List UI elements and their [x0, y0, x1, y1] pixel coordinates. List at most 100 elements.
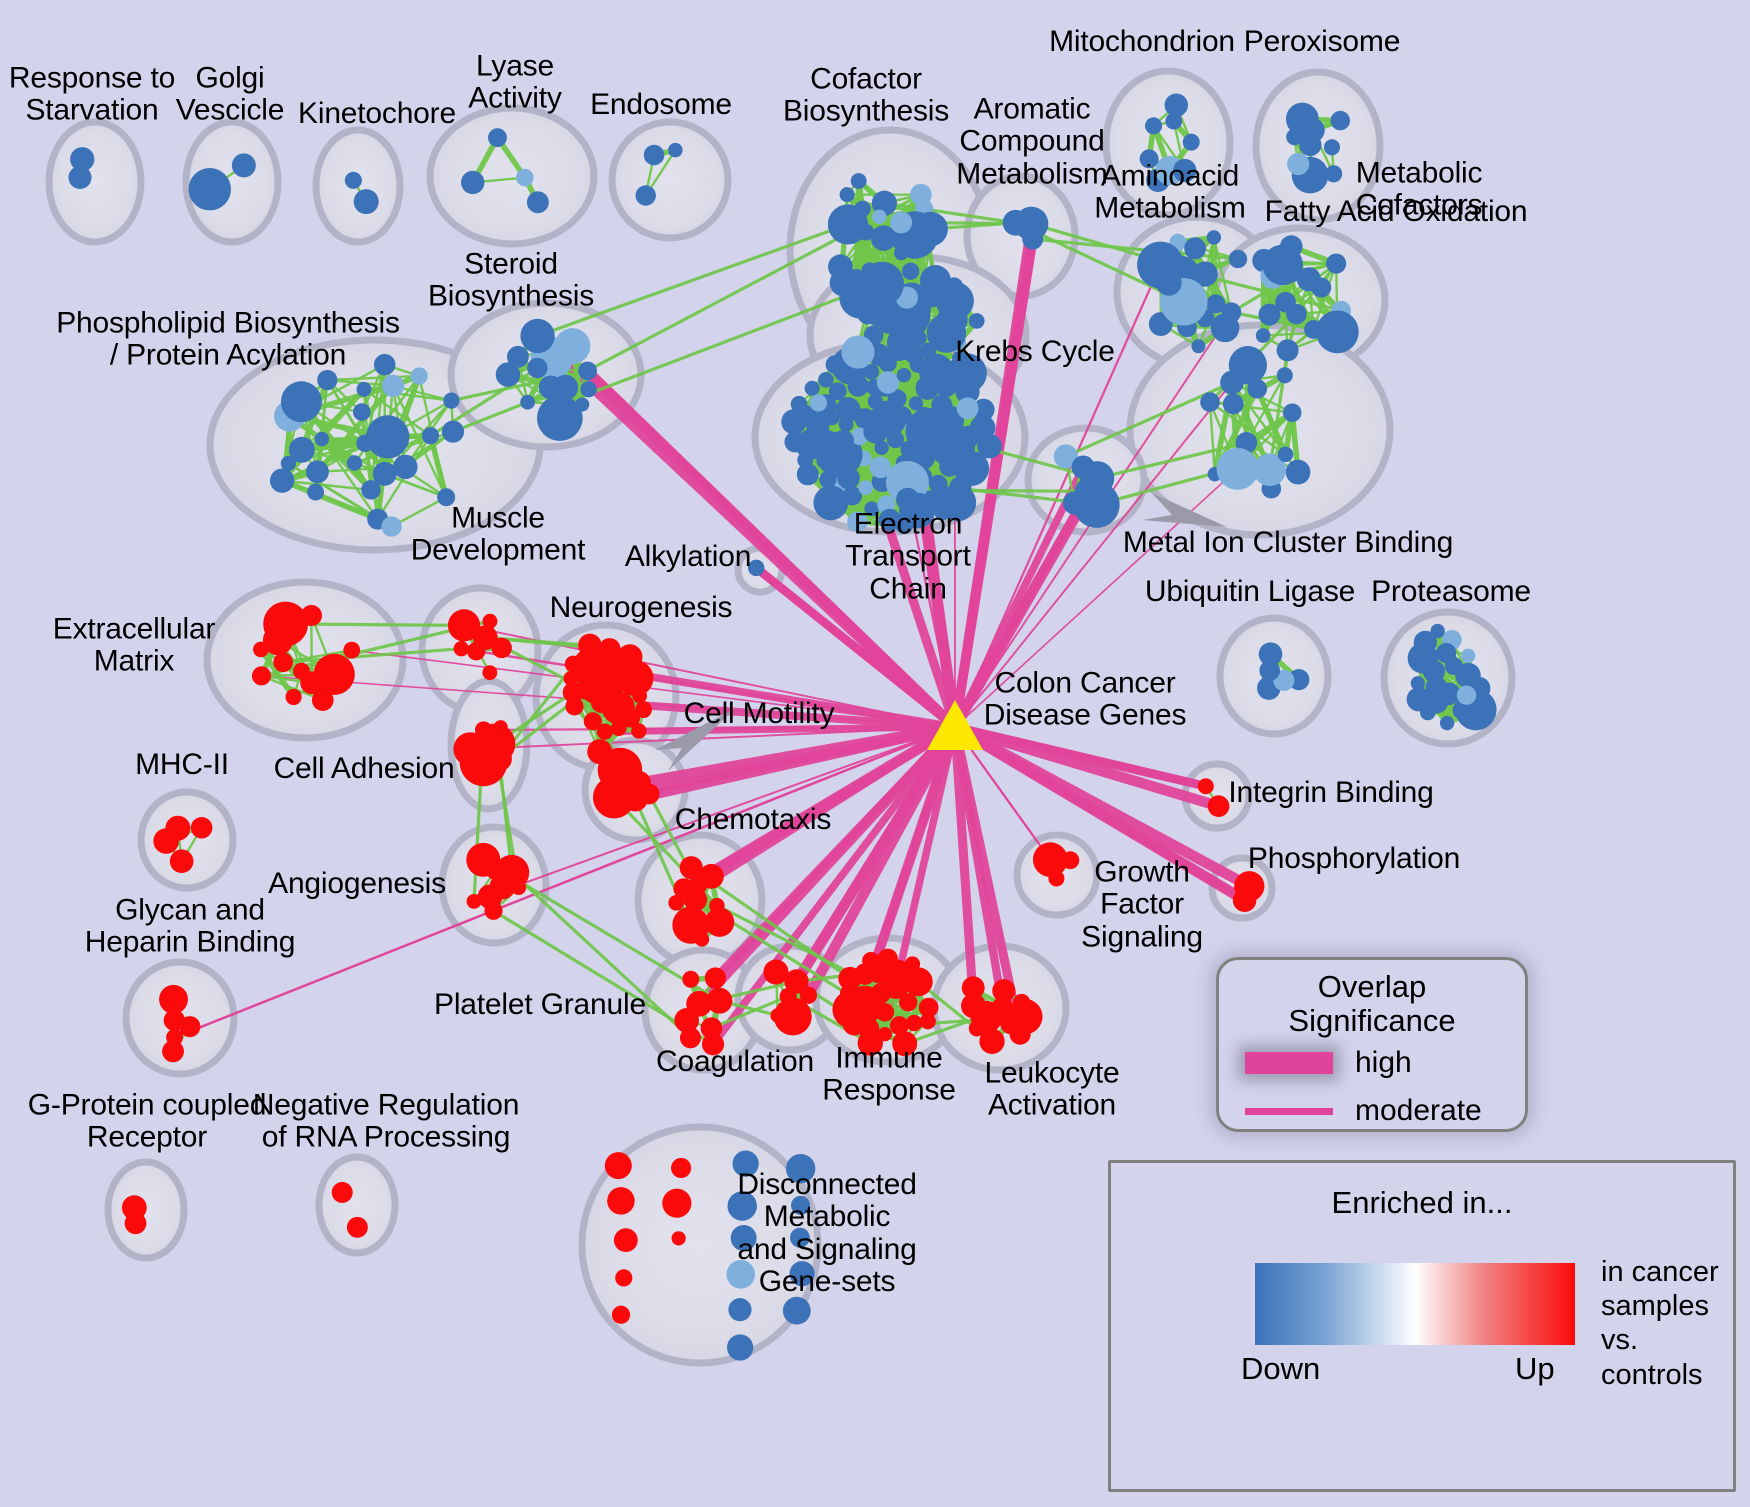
gene-set-node[interactable] [842, 1012, 866, 1036]
gene-set-node[interactable] [968, 1020, 985, 1037]
gene-set-node[interactable] [537, 395, 583, 441]
gene-set-node[interactable] [1258, 303, 1281, 326]
gene-set-node[interactable] [934, 503, 951, 521]
gene-set-node[interactable] [968, 313, 985, 329]
gene-set-node[interactable] [915, 376, 940, 400]
gene-set-node[interactable] [526, 191, 549, 214]
gene-set-node[interactable] [705, 907, 735, 937]
gene-set-node[interactable] [1164, 93, 1188, 117]
gene-set-node[interactable] [961, 976, 985, 1000]
gene-set-node[interactable] [578, 361, 597, 381]
gene-set-node[interactable] [1456, 685, 1477, 705]
gene-set-node[interactable] [1053, 444, 1078, 469]
gene-set-node[interactable] [617, 660, 654, 697]
gene-set-node[interactable] [683, 887, 708, 912]
gene-set-node[interactable] [911, 330, 927, 346]
gene-set-node[interactable] [1275, 291, 1296, 313]
gene-set-node[interactable] [879, 316, 897, 334]
gene-set-node[interactable] [1009, 1023, 1031, 1045]
gene-set-node[interactable] [1330, 110, 1351, 131]
gene-set-node[interactable] [1173, 158, 1197, 183]
gene-set-node[interactable] [961, 993, 987, 1019]
gene-set-node[interactable] [447, 609, 481, 642]
gene-set-node[interactable] [892, 1031, 918, 1057]
gene-set-node[interactable] [818, 372, 834, 388]
gene-set-node[interactable] [1299, 133, 1322, 157]
gene-set-node[interactable] [1210, 313, 1240, 343]
colon-cancer-hub-triangle[interactable] [927, 700, 983, 750]
gene-set-node[interactable] [1145, 117, 1163, 135]
gene-set-node[interactable] [1216, 447, 1259, 490]
gene-set-node[interactable] [867, 393, 884, 410]
gene-set-node[interactable] [781, 409, 807, 435]
gene-set-node[interactable] [934, 486, 955, 508]
gene-set-node[interactable] [583, 712, 602, 731]
gene-set-node[interactable] [453, 732, 488, 767]
gene-set-node[interactable] [889, 1016, 909, 1036]
gene-set-node[interactable] [662, 1188, 692, 1218]
gene-set-node[interactable] [527, 357, 548, 379]
gene-set-node[interactable] [1282, 403, 1302, 422]
gene-set-node[interactable] [730, 1225, 757, 1252]
gene-set-node[interactable] [343, 641, 361, 659]
gene-set-node[interactable] [159, 984, 188, 1014]
gene-set-node[interactable] [919, 1013, 936, 1030]
gene-set-node[interactable] [886, 430, 905, 449]
gene-set-node[interactable] [850, 286, 887, 322]
gene-set-node[interactable] [1287, 152, 1310, 176]
gene-set-node[interactable] [806, 413, 830, 437]
gene-set-node[interactable] [580, 381, 597, 398]
gene-set-node[interactable] [789, 1261, 815, 1287]
gene-set-node[interactable] [890, 211, 913, 234]
gene-set-node[interactable] [477, 884, 503, 909]
gene-set-node[interactable] [495, 362, 521, 387]
gene-set-node[interactable] [828, 382, 847, 401]
gene-set-node[interactable] [493, 720, 508, 735]
gene-set-node[interactable] [949, 476, 972, 499]
gene-set-node[interactable] [709, 897, 725, 914]
gene-set-node[interactable] [944, 277, 964, 296]
gene-set-node[interactable] [857, 1030, 883, 1056]
gene-set-node[interactable] [1071, 455, 1095, 479]
gene-set-node[interactable] [1258, 642, 1283, 666]
gene-set-node[interactable] [1207, 795, 1230, 818]
gene-set-node[interactable] [850, 173, 867, 189]
gene-set-node[interactable] [253, 641, 269, 658]
gene-set-node[interactable] [466, 842, 501, 877]
gene-set-node[interactable] [269, 468, 295, 493]
gene-set-node[interactable] [643, 144, 665, 166]
gene-set-node[interactable] [671, 1231, 686, 1246]
gene-set-node[interactable] [1182, 133, 1200, 151]
gene-set-node[interactable] [507, 345, 529, 368]
gene-set-node[interactable] [671, 1157, 692, 1179]
gene-set-node[interactable] [169, 849, 194, 874]
gene-set-node[interactable] [1262, 244, 1303, 286]
gene-set-node[interactable] [1410, 676, 1425, 691]
gene-set-node[interactable] [726, 1260, 756, 1289]
gene-set-node[interactable] [791, 1195, 811, 1215]
gene-set-node[interactable] [893, 406, 912, 426]
gene-set-node[interactable] [701, 1033, 725, 1056]
gene-set-node[interactable] [779, 987, 797, 1005]
gene-set-node[interactable] [1439, 715, 1455, 731]
gene-set-node[interactable] [482, 665, 498, 681]
gene-set-node[interactable] [494, 854, 530, 890]
gene-set-node[interactable] [809, 394, 828, 412]
gene-set-node[interactable] [520, 318, 555, 354]
gene-set-node[interactable] [598, 638, 621, 660]
gene-set-node[interactable] [604, 1152, 632, 1180]
gene-set-node[interactable] [1326, 253, 1347, 274]
gene-set-node[interactable] [728, 1298, 752, 1322]
gene-set-node[interactable] [1192, 261, 1218, 287]
gene-set-node[interactable] [1276, 339, 1299, 362]
gene-set-node[interactable] [773, 997, 812, 1036]
gene-set-node[interactable] [1255, 328, 1271, 343]
gene-set-node[interactable] [590, 691, 613, 714]
gene-set-node[interactable] [311, 689, 334, 711]
gene-set-node[interactable] [1323, 139, 1340, 156]
gene-set-node[interactable] [190, 816, 213, 839]
gene-set-node[interactable] [909, 357, 926, 373]
gene-set-node[interactable] [816, 451, 834, 470]
gene-set-node[interactable] [784, 969, 809, 994]
gene-set-node[interactable] [632, 688, 647, 704]
